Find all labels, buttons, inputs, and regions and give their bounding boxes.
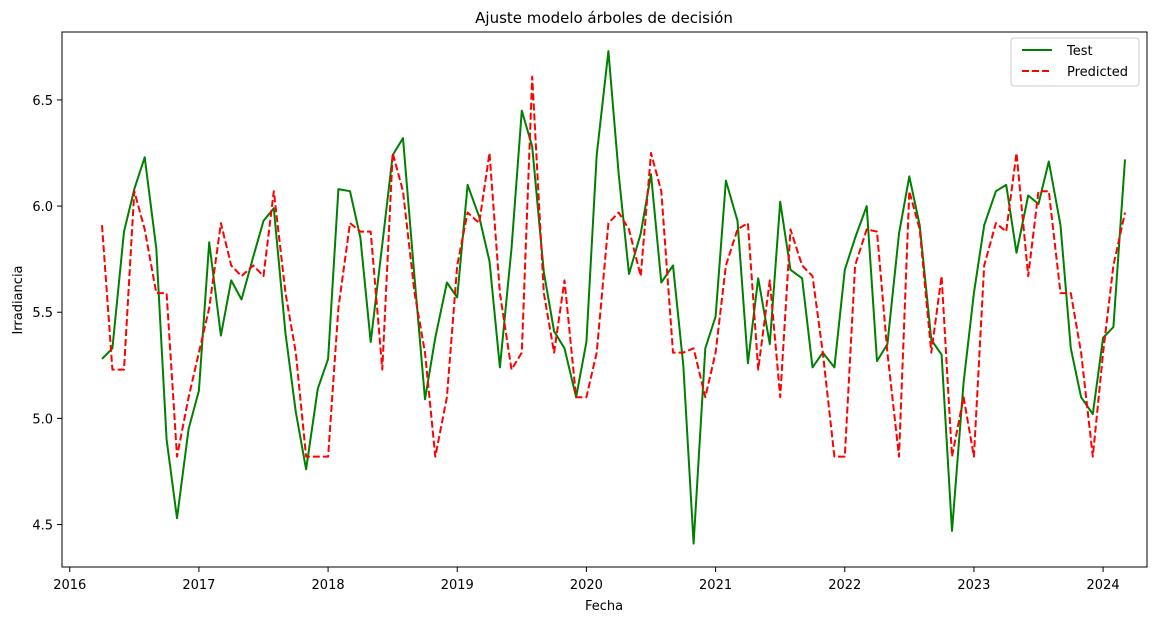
x-tick-label: 2016 [53,578,86,593]
y-tick-label: 4.5 [32,519,53,534]
chart-title: Ajuste modelo árboles de decisión [475,9,733,27]
legend-label-test: Test [1066,44,1093,59]
x-tick-label: 2021 [699,578,732,593]
y-tick-label: 5.0 [32,412,53,427]
y-tick-label: 6.0 [32,200,53,215]
x-axis-label: Fecha [585,599,623,614]
x-tick-label: 2019 [441,578,474,593]
x-axis-ticks: 2016 2017 2018 2019 2020 2021 2022 2023 2024 [53,567,1120,593]
y-tick-label: 5.5 [32,306,53,321]
y-tick-label: 6.5 [32,94,53,109]
legend-label-predicted: Predicted [1067,65,1128,80]
y-axis-label: Irradiancia [11,265,26,334]
series-line-test [101,50,1126,545]
x-tick-label: 2017 [182,578,215,593]
x-tick-label: 2018 [312,578,345,593]
x-tick-label: 2022 [828,578,861,593]
series-line-predicted [101,75,1126,458]
plot-frame [61,31,1148,568]
x-tick-label: 2023 [957,578,990,593]
legend: Test Predicted [1010,37,1140,87]
x-tick-label: 2020 [570,578,603,593]
y-axis-ticks: 4.5 5.0 5.5 6.0 6.5 [32,94,62,534]
plot-series [101,50,1126,545]
x-tick-label: 2024 [1087,578,1120,593]
